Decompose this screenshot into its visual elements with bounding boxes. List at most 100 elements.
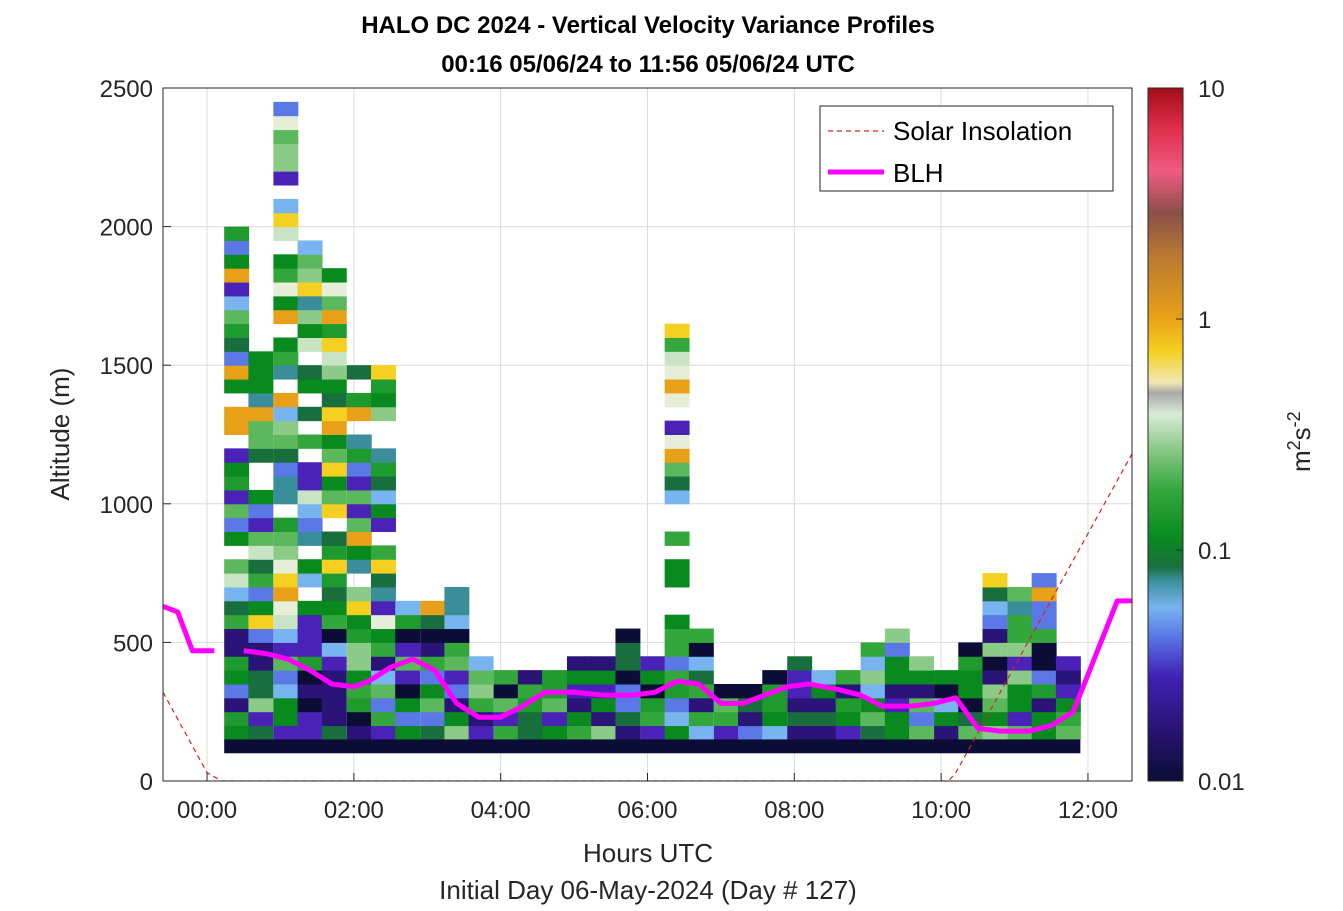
- heatmap-cell: [1007, 586, 1033, 602]
- heatmap-cell: [248, 434, 274, 449]
- heatmap-cell: [297, 614, 323, 630]
- heatmap-cell: [248, 489, 274, 505]
- heatmap-cell: [248, 725, 274, 740]
- heatmap-cell: [297, 268, 323, 283]
- heatmap-cell: [273, 725, 299, 740]
- heatmap-cell: [664, 573, 690, 588]
- heatmap-cell: [297, 240, 323, 255]
- heatmap-cell: [371, 586, 396, 602]
- heatmap-cell: [346, 531, 372, 546]
- heatmap-cell: [273, 295, 299, 311]
- heatmap-cell: [224, 586, 250, 602]
- heatmap-cell: [371, 573, 396, 588]
- heatmap-cell: [346, 476, 372, 491]
- heatmap-cell: [713, 683, 739, 699]
- heatmap-cell: [860, 725, 886, 740]
- heatmap-cell: [321, 476, 347, 491]
- x-tick-label: 00:00: [177, 797, 237, 824]
- heatmap-cell: [909, 711, 935, 727]
- heatmap-cell: [248, 379, 274, 394]
- heatmap-cell: [297, 559, 323, 574]
- heatmap-cell: [884, 670, 910, 685]
- heatmap-cell: [787, 670, 813, 685]
- heatmap-cell: [567, 697, 592, 713]
- heatmap-cell: [811, 725, 837, 740]
- heatmap-cell: [321, 365, 347, 380]
- heatmap-cell: [321, 462, 347, 477]
- legend-solar-label: Solar Insolation: [893, 116, 1072, 146]
- heatmap-cell: [224, 489, 250, 505]
- x-tick-label: 04:00: [471, 797, 531, 824]
- heatmap-cell: [982, 697, 1008, 713]
- heatmap-cell: [615, 642, 641, 657]
- plot-lines: [163, 453, 1132, 781]
- legend: Solar Insolation BLH: [819, 105, 1114, 192]
- heatmap-cell: [420, 683, 446, 699]
- x-tick-label: 06:00: [617, 797, 677, 824]
- heatmap-cell: [321, 323, 347, 338]
- colorbar-tick-label: 0.01: [1198, 769, 1245, 796]
- heatmap-cell: [688, 725, 714, 740]
- heatmap-cell: [395, 683, 421, 699]
- heatmap-cell: [982, 656, 1008, 671]
- heatmap-cell: [1031, 711, 1057, 727]
- legend-box: [819, 105, 1114, 192]
- heatmap-cell: [420, 642, 446, 657]
- heatmap-cell: [1031, 670, 1057, 685]
- heatmap-cell: [640, 725, 666, 740]
- heatmap-cell: [493, 725, 519, 740]
- heatmap-cell: [273, 365, 299, 380]
- heatmap-cell: [224, 642, 250, 657]
- heatmap-cell: [567, 725, 592, 740]
- heatmap-cell: [615, 670, 641, 685]
- colorbar-tick-label: 1: [1198, 307, 1211, 334]
- heatmap-cell: [934, 670, 959, 685]
- heatmap-cell: [371, 628, 396, 643]
- heatmap-cell: [248, 600, 274, 616]
- heatmap-cell: [273, 489, 299, 505]
- heatmap-cell: [860, 683, 886, 699]
- heatmap-cell: [273, 129, 299, 144]
- heatmap-cell: [321, 559, 347, 574]
- heatmap-cell: [321, 531, 347, 546]
- blh-line: [243, 598, 1132, 734]
- heatmap-cell: [248, 420, 274, 435]
- heatmap-cell: [371, 406, 396, 422]
- heatmap-cell: [982, 586, 1008, 602]
- heatmap-cell: [860, 697, 886, 713]
- heatmap-cell: [884, 711, 910, 727]
- heatmap-cell: [346, 586, 372, 602]
- y-tick-label: 0: [140, 769, 153, 796]
- heatmap-cell: [297, 725, 323, 740]
- heatmap-cell: [444, 711, 470, 727]
- heatmap-cell: [273, 157, 299, 172]
- heatmap-cell: [371, 462, 396, 477]
- heatmap-cell: [248, 531, 274, 546]
- heatmap-cell: [1055, 711, 1081, 727]
- heatmap-cell: [248, 503, 274, 519]
- heatmap-cell: [688, 656, 714, 671]
- heatmap-cell: [1031, 573, 1057, 588]
- heatmap-cell: [1007, 697, 1033, 713]
- heatmap-cell: [248, 559, 274, 574]
- heatmap-cell: [297, 337, 323, 352]
- heatmap-cell: [982, 711, 1008, 727]
- heatmap-cell: [346, 559, 372, 574]
- heatmap-cell: [321, 725, 347, 740]
- heatmap-cell: [297, 489, 323, 505]
- heatmap-cell: [321, 489, 347, 505]
- heatmap-cell: [371, 614, 396, 630]
- y-axis-label: Altitude (m): [45, 368, 75, 501]
- heatmap-cell: [1055, 725, 1081, 740]
- heatmap-cell: [664, 434, 690, 449]
- heatmap-cell: [273, 600, 299, 616]
- heatmap-cell: [224, 420, 250, 435]
- heatmap-cell: [420, 600, 446, 616]
- blh-line: [163, 604, 215, 654]
- heatmap-cell: [444, 628, 470, 643]
- heatmap-cell: [688, 642, 714, 657]
- heatmap-cell: [371, 600, 396, 616]
- heatmap-cell: [371, 559, 396, 574]
- heatmap-cell: [273, 198, 299, 214]
- heatmap-cell: [273, 268, 299, 283]
